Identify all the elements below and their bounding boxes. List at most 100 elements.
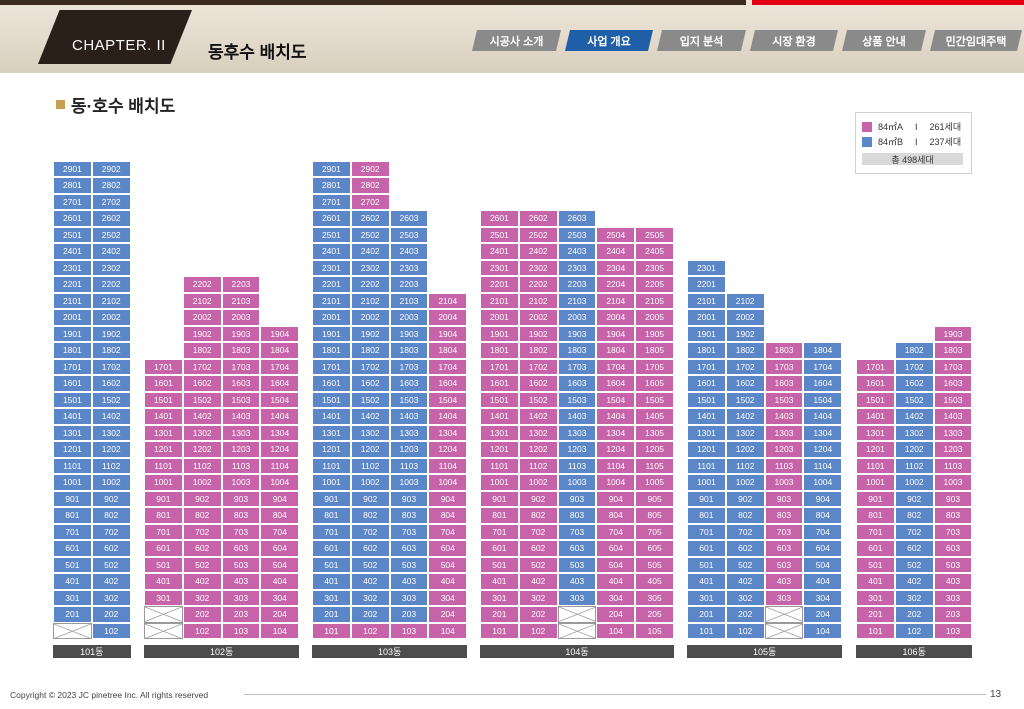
unit-cell: 1802: [894, 342, 934, 359]
nav-tab[interactable]: 사업 개요: [565, 30, 653, 51]
unit-cell: 404: [260, 573, 300, 590]
unit-cell: 302: [894, 589, 934, 606]
unit-cell: 1801: [312, 342, 351, 359]
unit-cell: 1103: [764, 457, 804, 474]
unit-cell: 603: [389, 540, 429, 557]
unit-cell: 401: [856, 573, 895, 590]
empty-unit-cell: [144, 606, 183, 623]
unit-cell: 2505: [635, 226, 674, 243]
unit-cell: 1602: [91, 375, 131, 392]
unit-cell: 402: [518, 573, 558, 590]
unit-cell: 2002: [518, 309, 558, 326]
unit-cell: 1503: [221, 391, 261, 408]
unit-cell: 2303: [389, 259, 429, 276]
unit-cell: 102: [91, 622, 131, 639]
unit-cell: 1502: [182, 391, 222, 408]
unit-cell: 901: [53, 490, 92, 507]
page-number: 13: [990, 689, 1002, 700]
unit-cell: 1501: [687, 391, 726, 408]
unit-cell: 1501: [312, 391, 351, 408]
legend-count-a: 261세대: [929, 122, 962, 132]
top-accent-bar-dark: [0, 0, 746, 5]
unit-cell: 601: [480, 540, 519, 557]
unit-cell: 1404: [428, 408, 468, 425]
unit-cell: 804: [260, 507, 300, 524]
unit-cell: 1202: [350, 441, 390, 458]
unit-cell: 304: [596, 589, 636, 606]
unit-cell: 904: [596, 490, 636, 507]
unit-cell: 803: [557, 507, 597, 524]
unit-cell: 2304: [596, 259, 636, 276]
unit-cell: 1901: [480, 325, 519, 342]
nav-tab[interactable]: 민간임대주택: [930, 30, 1022, 51]
unit-cell: 2602: [518, 210, 558, 227]
unit-cell: 705: [635, 523, 674, 540]
unit-cell: 202: [182, 606, 222, 623]
unit-cell: 301: [312, 589, 351, 606]
section-title: 동·호수 배치도: [56, 92, 175, 117]
unit-cell: 1101: [53, 457, 92, 474]
unit-cell: 504: [803, 556, 843, 573]
unit-cell: 303: [933, 589, 973, 606]
unit-cell: 202: [518, 606, 558, 623]
unit-cell: 101: [687, 622, 726, 639]
unit-cell: 2503: [557, 226, 597, 243]
unit-cell: 1001: [312, 474, 351, 491]
unit-cell: 1602: [894, 375, 934, 392]
unit-cell: 1402: [518, 408, 558, 425]
unit-cell: 905: [635, 490, 674, 507]
unit-cell: 2802: [91, 177, 131, 194]
unit-cell: 701: [480, 523, 519, 540]
unit-cell: 2003: [389, 309, 429, 326]
unit-cell: 503: [389, 556, 429, 573]
unit-cell: 1201: [856, 441, 895, 458]
unit-cell: 601: [312, 540, 351, 557]
unit-cell: 1603: [764, 375, 804, 392]
unit-cell: 1104: [260, 457, 300, 474]
unit-cell: 1604: [428, 375, 468, 392]
nav-tab[interactable]: 시공사 소개: [472, 30, 561, 51]
unit-cell: 2103: [389, 292, 429, 309]
unit-cell: 1602: [182, 375, 222, 392]
unit-cell: 302: [350, 589, 390, 606]
unit-cell: 501: [144, 556, 183, 573]
unit-cell: 2202: [518, 276, 558, 293]
unit-cell: 1103: [221, 457, 261, 474]
unit-cell: 1902: [182, 325, 222, 342]
unit-cell: 1102: [518, 457, 558, 474]
unit-cell: 1801: [480, 342, 519, 359]
unit-cell: 202: [894, 606, 934, 623]
unit-cell: 903: [764, 490, 804, 507]
unit-cell: 1302: [725, 424, 765, 441]
unit-cell: 1302: [182, 424, 222, 441]
unit-cell: 503: [933, 556, 973, 573]
unit-cell: 1701: [687, 358, 726, 375]
unit-cell: 1803: [764, 342, 804, 359]
unit-cell: 101: [480, 622, 519, 639]
unit-cell: 401: [312, 573, 351, 590]
nav-tab[interactable]: 입지 분석: [657, 30, 746, 51]
nav-tab[interactable]: 상품 안내: [842, 30, 926, 51]
unit-cell: 604: [803, 540, 843, 557]
unit-cell: 1701: [53, 358, 92, 375]
unit-cell: 1804: [803, 342, 843, 359]
unit-cell: 2603: [389, 210, 429, 227]
unit-cell: 1002: [182, 474, 222, 491]
unit-cell: 703: [221, 523, 261, 540]
nav-tab[interactable]: 시장 환경: [750, 30, 838, 51]
unit-cell: 1902: [725, 325, 765, 342]
unit-cell: 2102: [91, 292, 131, 309]
unit-cell: 2203: [389, 276, 429, 293]
unit-cell: 2503: [389, 226, 429, 243]
legend-type-b: 84㎡B: [878, 137, 904, 147]
unit-cell: 2402: [350, 243, 390, 260]
unit-cell: 702: [182, 523, 222, 540]
unit-cell: 1401: [687, 408, 726, 425]
unit-cell: 502: [182, 556, 222, 573]
page-header: CHAPTER. II 동후수 배치도 시공사 소개 사업 개요 입지 분석 시장 환…: [0, 0, 1024, 73]
unit-cell: 602: [894, 540, 934, 557]
unit-cell: 2802: [350, 177, 390, 194]
unit-cell: 704: [428, 523, 468, 540]
unit-cell: 1401: [480, 408, 519, 425]
unit-cell: 801: [480, 507, 519, 524]
